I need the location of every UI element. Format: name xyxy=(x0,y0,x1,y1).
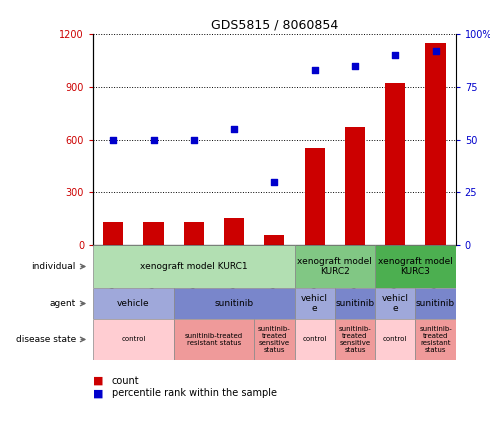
Bar xyxy=(416,288,456,319)
Bar xyxy=(375,245,456,288)
Bar xyxy=(305,148,325,245)
Bar xyxy=(93,319,173,360)
Bar xyxy=(144,222,164,245)
Bar xyxy=(416,319,456,360)
Text: disease state: disease state xyxy=(16,335,76,344)
Point xyxy=(149,136,157,143)
Bar xyxy=(93,245,294,288)
Bar xyxy=(173,319,254,360)
Text: percentile rank within the sample: percentile rank within the sample xyxy=(112,388,277,398)
Text: control: control xyxy=(121,336,146,343)
Point xyxy=(190,136,198,143)
Text: ■: ■ xyxy=(93,388,103,398)
Text: xenograft model
KURC2: xenograft model KURC2 xyxy=(297,257,372,276)
Text: vehicle: vehicle xyxy=(117,299,150,308)
Bar xyxy=(93,288,173,319)
Text: vehicl
e: vehicl e xyxy=(382,294,409,313)
Bar xyxy=(224,218,244,245)
Bar xyxy=(335,319,375,360)
Point xyxy=(270,179,278,185)
Point xyxy=(392,52,399,58)
Bar xyxy=(294,319,335,360)
Text: sunitinib-
treated
sensitive
status: sunitinib- treated sensitive status xyxy=(339,326,371,353)
Text: control: control xyxy=(302,336,327,343)
Title: GDS5815 / 8060854: GDS5815 / 8060854 xyxy=(211,18,338,31)
Point xyxy=(432,47,440,54)
Text: count: count xyxy=(112,376,139,386)
Bar xyxy=(385,83,405,245)
Text: sunitinib-
treated
sensitive
status: sunitinib- treated sensitive status xyxy=(258,326,291,353)
Text: sunitinib-treated
resistant status: sunitinib-treated resistant status xyxy=(185,333,243,346)
Bar xyxy=(254,319,294,360)
Text: sunitinib: sunitinib xyxy=(215,299,254,308)
Text: ■: ■ xyxy=(93,376,103,386)
Bar xyxy=(103,222,123,245)
Text: control: control xyxy=(383,336,408,343)
Text: sunitinib: sunitinib xyxy=(416,299,455,308)
Text: agent: agent xyxy=(49,299,76,308)
Text: sunitinib: sunitinib xyxy=(336,299,374,308)
Point xyxy=(230,126,238,132)
Point xyxy=(351,62,359,69)
Bar xyxy=(375,288,416,319)
Text: sunitinib-
treated
resistant
status: sunitinib- treated resistant status xyxy=(419,326,452,353)
Text: vehicl
e: vehicl e xyxy=(301,294,328,313)
Text: xenograft model KURC1: xenograft model KURC1 xyxy=(140,262,247,271)
Text: individual: individual xyxy=(31,262,76,271)
Text: xenograft model
KURC3: xenograft model KURC3 xyxy=(378,257,453,276)
Bar xyxy=(375,319,416,360)
Bar xyxy=(294,245,375,288)
Bar xyxy=(173,288,294,319)
Point xyxy=(311,66,319,73)
Bar xyxy=(294,288,335,319)
Bar xyxy=(425,43,445,245)
Point xyxy=(109,136,117,143)
Bar xyxy=(264,235,285,245)
Bar xyxy=(335,288,375,319)
Bar xyxy=(345,127,365,245)
Bar xyxy=(184,222,204,245)
